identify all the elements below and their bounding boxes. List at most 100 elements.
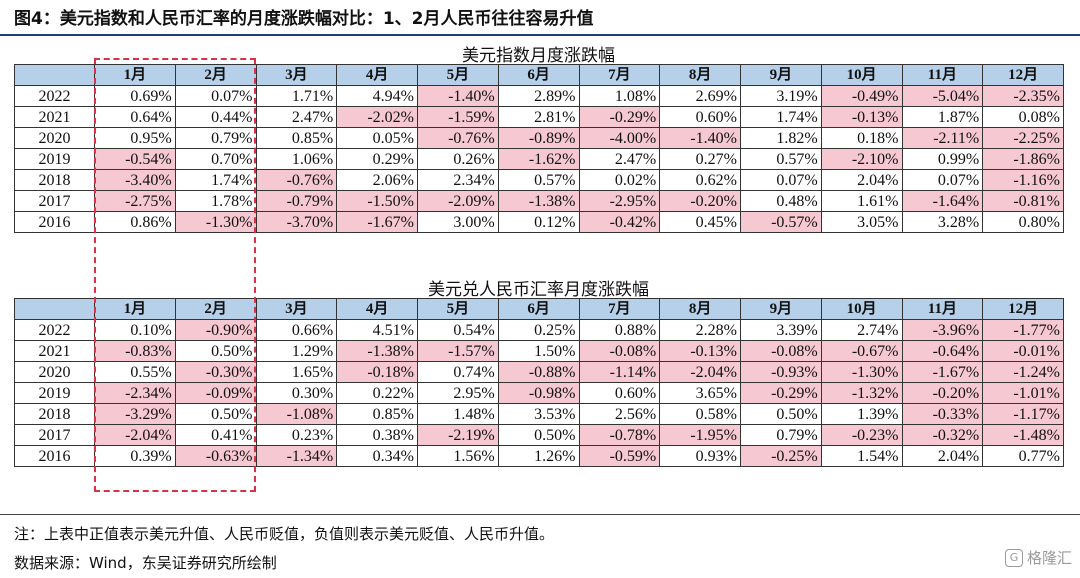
value-cell: 0.30% [255, 382, 338, 404]
value-cell: -2.11% [901, 127, 984, 149]
value-cell: -1.30% [174, 211, 257, 233]
value-cell: -0.57% [740, 211, 822, 233]
year-cell: 2022 [14, 319, 95, 341]
value-cell: -0.09% [174, 382, 257, 404]
table-row: 2022 0.10% -0.90% 0.66% 4.51% 0.54% 0.25% 0.88%… [14, 319, 1064, 341]
value-cell: -0.08% [578, 340, 661, 362]
value-cell: -0.20% [659, 190, 741, 212]
value-cell: 0.12% [497, 211, 580, 233]
month-header: 5月 [417, 298, 499, 320]
value-cell: -2.75% [94, 190, 176, 212]
value-cell: 0.69% [94, 85, 176, 107]
value-cell: 0.34% [336, 445, 418, 467]
month-header: 4月 [336, 298, 418, 320]
value-cell: 0.23% [255, 424, 338, 446]
value-cell: 0.54% [417, 319, 499, 341]
month-header: 7月 [578, 298, 661, 320]
value-cell: 1.39% [820, 403, 903, 425]
value-cell: 0.07% [174, 85, 257, 107]
year-cell: 2020 [14, 127, 95, 149]
month-header: 10月 [820, 298, 903, 320]
value-cell: 0.57% [497, 169, 580, 191]
value-cell: 0.50% [740, 403, 822, 425]
value-cell: -0.23% [820, 424, 903, 446]
value-cell: 0.58% [659, 403, 741, 425]
value-cell: 0.48% [740, 190, 822, 212]
watermark-logo-icon: G [1004, 548, 1023, 567]
value-cell: 1.82% [740, 127, 822, 149]
year-cell: 2018 [14, 403, 95, 425]
value-cell: 0.85% [336, 403, 418, 425]
value-cell: 2.69% [659, 85, 741, 107]
table-row: 2022 0.69% 0.07% 1.71% 4.94% -1.40% 2.89% 1.08%… [14, 85, 1064, 107]
year-cell: 2018 [14, 169, 95, 191]
value-cell: 0.18% [820, 127, 903, 149]
value-cell: 2.04% [901, 445, 984, 467]
value-cell: 0.08% [982, 106, 1064, 128]
month-header: 8月 [659, 64, 741, 86]
value-cell: 3.05% [820, 211, 903, 233]
value-cell: -1.16% [982, 169, 1064, 191]
value-cell: -1.32% [820, 382, 903, 404]
value-cell: 0.50% [174, 340, 257, 362]
value-cell: 0.80% [982, 211, 1064, 233]
value-cell: -1.17% [982, 403, 1064, 425]
value-cell: -0.01% [982, 340, 1064, 362]
year-cell: 2022 [14, 85, 95, 107]
year-cell: 2017 [14, 424, 95, 446]
value-cell: -0.78% [578, 424, 661, 446]
month-header: 6月 [497, 298, 580, 320]
year-cell: 2017 [14, 190, 95, 212]
value-cell: 2.28% [659, 319, 741, 341]
value-cell: -0.76% [417, 127, 499, 149]
value-cell: 0.60% [659, 106, 741, 128]
value-cell: -0.63% [174, 445, 257, 467]
value-cell: 0.62% [659, 169, 741, 191]
value-cell: 1.78% [174, 190, 257, 212]
value-cell: -0.29% [740, 382, 822, 404]
value-cell: 0.07% [740, 169, 822, 191]
value-cell: 0.93% [659, 445, 741, 467]
value-cell: -2.95% [578, 190, 661, 212]
value-cell: -0.13% [659, 340, 741, 362]
year-cell: 2021 [14, 106, 95, 128]
value-cell: 1.54% [820, 445, 903, 467]
value-cell: -3.40% [94, 169, 176, 191]
value-cell: -2.25% [982, 127, 1064, 149]
value-cell: -1.62% [497, 148, 580, 170]
month-header: 6月 [497, 64, 580, 86]
header-row: 1月 2月 3月 4月 5月 6月 7月 8月 9月 10月 11月 12月 [14, 298, 1064, 320]
value-cell: -0.90% [174, 319, 257, 341]
value-cell: -0.83% [94, 340, 176, 362]
value-cell: 0.99% [901, 148, 984, 170]
value-cell: -0.81% [982, 190, 1064, 212]
value-cell: 0.79% [174, 127, 257, 149]
value-cell: -1.30% [820, 361, 903, 383]
value-cell: -1.34% [255, 445, 338, 467]
month-header: 11月 [901, 298, 984, 320]
value-cell: -1.64% [901, 190, 984, 212]
value-cell: 0.07% [901, 169, 984, 191]
value-cell: 0.86% [94, 211, 176, 233]
month-header: 3月 [255, 298, 338, 320]
table1-caption: 美元指数月度涨跌幅 [462, 46, 615, 66]
value-cell: 0.79% [740, 424, 822, 446]
value-cell: -0.93% [740, 361, 822, 383]
value-cell: -0.25% [740, 445, 822, 467]
value-cell: -1.38% [336, 340, 418, 362]
value-cell: 0.70% [174, 148, 257, 170]
value-cell: 1.50% [497, 340, 580, 362]
table-row: 2018 -3.40% 1.74% -0.76% 2.06% 2.34% 0.57% 0.02… [14, 169, 1064, 191]
table2-caption: 美元兑人民币汇率月度涨跌幅 [428, 280, 649, 300]
value-cell: -1.40% [659, 127, 741, 149]
month-header: 11月 [901, 64, 984, 86]
value-cell: 0.22% [336, 382, 418, 404]
value-cell: -1.50% [336, 190, 418, 212]
value-cell: 0.50% [497, 424, 580, 446]
value-cell: 0.05% [336, 127, 418, 149]
value-cell: 1.71% [255, 85, 338, 107]
month-header: 9月 [740, 64, 822, 86]
value-cell: -1.67% [901, 361, 984, 383]
value-cell: 0.95% [94, 127, 176, 149]
value-cell: -2.04% [94, 424, 176, 446]
